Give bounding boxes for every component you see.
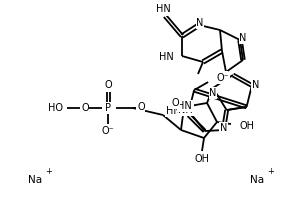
- Text: N: N: [196, 18, 204, 28]
- Text: N: N: [239, 33, 247, 43]
- Text: O⁻: O⁻: [102, 126, 114, 136]
- Text: O⁻: O⁻: [216, 73, 229, 83]
- Text: N: N: [209, 88, 217, 98]
- Text: O: O: [171, 98, 179, 108]
- Text: O: O: [137, 102, 145, 112]
- Text: N: N: [220, 123, 227, 133]
- Text: HN: HN: [159, 52, 174, 62]
- Text: +: +: [45, 167, 52, 176]
- Text: N: N: [252, 80, 260, 90]
- Text: HN: HN: [156, 4, 170, 14]
- Text: Na: Na: [28, 175, 42, 185]
- Text: NH: NH: [178, 105, 193, 115]
- Text: P: P: [105, 103, 111, 113]
- Text: +: +: [267, 167, 274, 176]
- Text: Na: Na: [250, 175, 264, 185]
- Text: HO: HO: [48, 103, 63, 113]
- Text: HN: HN: [166, 106, 181, 116]
- Text: HN: HN: [177, 101, 192, 111]
- Text: N: N: [220, 72, 228, 82]
- Text: O: O: [104, 80, 112, 90]
- Text: OH: OH: [195, 154, 209, 164]
- Text: NH: NH: [155, 5, 169, 15]
- Text: O: O: [81, 103, 89, 113]
- Text: OH: OH: [239, 121, 254, 131]
